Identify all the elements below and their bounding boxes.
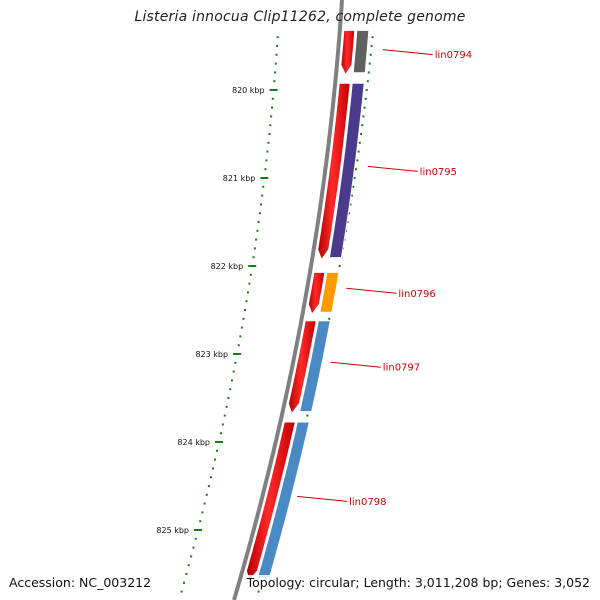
gene-lin0794[interactable] (340, 29, 370, 76)
kbp-tick-label: 824 kbp (177, 438, 210, 447)
cds-arrow[interactable] (287, 320, 317, 415)
gene-leader-line (382, 49, 433, 56)
kbp-tick-label: 823 kbp (195, 350, 228, 359)
gene-leader-line (367, 165, 418, 172)
genome-summary-text: Topology: circular; Length: 3,011,208 bp… (244, 575, 592, 590)
gene-label[interactable]: lin0796 (398, 289, 435, 300)
cds-arrow[interactable] (307, 271, 326, 316)
cds-arrow[interactable] (340, 29, 356, 76)
gene-lin0797[interactable] (287, 320, 331, 415)
accession-text: Accession: NC_003212 (7, 575, 154, 590)
kbp-tick-label: 825 kbp (156, 526, 189, 535)
gene-lin0798[interactable] (245, 421, 310, 582)
gene-track (245, 29, 370, 582)
gene-label[interactable]: lin0795 (420, 167, 457, 178)
gene-leader-line (346, 287, 397, 294)
gene-class-bar[interactable] (328, 82, 365, 259)
gene-labels: lin0794 lin0795 lin0796 lin0797 lin0798 (297, 49, 472, 508)
kbp-tick-label: 822 kbp (211, 262, 244, 271)
gene-class-bar[interactable] (319, 271, 340, 313)
cds-arrow[interactable] (317, 82, 351, 261)
gene-label[interactable]: lin0797 (383, 363, 420, 374)
genome-title: Listeria innocua Clip11262, complete gen… (134, 9, 466, 25)
gene-label[interactable]: lin0798 (349, 497, 386, 508)
genome-backbone (232, 0, 344, 600)
gene-lin0795[interactable] (317, 82, 365, 261)
kbp-tick-label: 820 kbp (232, 86, 265, 95)
gene-class-bar[interactable] (352, 29, 370, 74)
gene-leader-line (297, 495, 348, 502)
gene-label[interactable]: lin0794 (435, 50, 472, 61)
kbp-tick-label: 821 kbp (223, 174, 256, 183)
gene-lin0796[interactable] (307, 271, 340, 316)
gene-class-bar[interactable] (298, 320, 331, 413)
gene-leader-line (330, 361, 381, 368)
